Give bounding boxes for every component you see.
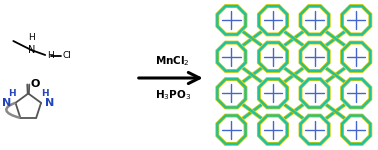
Circle shape (216, 5, 247, 36)
Text: H: H (8, 89, 15, 98)
Circle shape (341, 78, 372, 109)
Circle shape (299, 5, 330, 36)
Circle shape (341, 41, 372, 72)
Circle shape (216, 78, 247, 109)
Text: H: H (28, 33, 35, 42)
Circle shape (216, 114, 247, 145)
Text: Cl: Cl (62, 51, 71, 60)
Circle shape (216, 41, 247, 72)
Circle shape (257, 78, 288, 109)
Circle shape (341, 114, 372, 145)
Text: H: H (47, 51, 53, 60)
Text: H$_3$PO$_3$: H$_3$PO$_3$ (155, 88, 191, 102)
Text: MnCl$_2$: MnCl$_2$ (155, 54, 190, 68)
Circle shape (299, 78, 330, 109)
Circle shape (341, 5, 372, 36)
Text: N: N (2, 98, 11, 108)
Text: O: O (31, 79, 40, 89)
Text: H: H (41, 89, 49, 98)
Circle shape (257, 114, 288, 145)
Circle shape (257, 41, 288, 72)
Circle shape (257, 5, 288, 36)
Text: N: N (45, 98, 54, 108)
Circle shape (299, 114, 330, 145)
Circle shape (299, 41, 330, 72)
Text: N: N (28, 45, 35, 54)
